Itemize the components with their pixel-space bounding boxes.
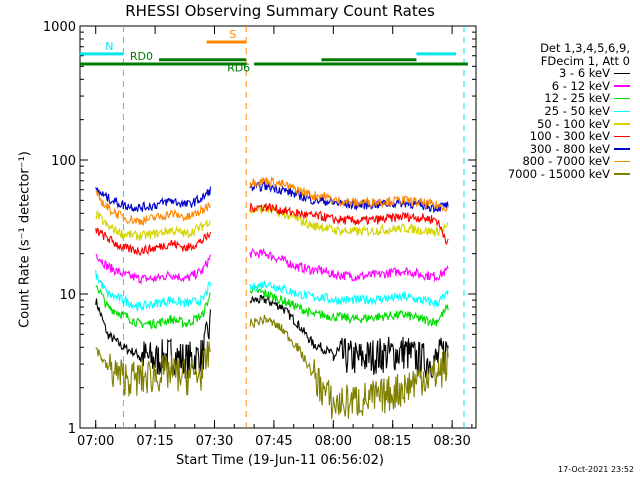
flag-label: RD0 xyxy=(130,50,153,63)
legend-swatch xyxy=(614,173,630,175)
plot-frame xyxy=(79,25,477,429)
y-tick-label: 1000 xyxy=(43,20,76,35)
legend-swatch xyxy=(614,135,630,138)
x-tick-label: 08:15 xyxy=(374,434,411,449)
series-line xyxy=(95,176,449,227)
legend-item: 25 - 50 keV xyxy=(480,105,630,118)
y-tick-label: 1 xyxy=(68,422,76,437)
series-line xyxy=(95,314,449,420)
legend-label: 7000 - 15000 keV xyxy=(507,166,610,181)
x-tick-label: 07:00 xyxy=(77,434,114,449)
flag-label: N xyxy=(105,40,113,53)
legend-label: 50 - 100 keV xyxy=(537,116,610,131)
legend-label: 300 - 800 keV xyxy=(529,141,610,156)
y-tick-label: 10 xyxy=(59,288,76,303)
legend-swatch xyxy=(614,72,630,75)
legend: Det 1,3,4,5,6,9, FDecim 1, Att 0 3 - 6 k… xyxy=(480,42,630,181)
legend-swatch xyxy=(614,110,630,113)
legend-label: 100 - 300 keV xyxy=(529,129,610,144)
legend-label: 3 - 6 keV xyxy=(559,66,610,81)
x-tick-label: 07:15 xyxy=(136,434,173,449)
series-line xyxy=(95,285,449,330)
x-tick-label: 07:30 xyxy=(196,434,233,449)
legend-label: 25 - 50 keV xyxy=(544,103,610,118)
legend-swatch xyxy=(614,85,630,87)
legend-header-line-1: Det 1,3,4,5,6,9, xyxy=(540,41,630,55)
legend-swatch xyxy=(614,148,630,150)
generation-timestamp: 17-Oct-2021 23:52 xyxy=(558,465,634,474)
legend-item: 3 - 6 keV xyxy=(480,67,630,80)
series-line xyxy=(95,270,449,312)
legend-swatch xyxy=(614,97,630,100)
legend-swatch xyxy=(614,160,630,163)
x-tick-label: 08:00 xyxy=(315,434,352,449)
flag-label: RD6 xyxy=(227,62,250,75)
y-axis-title: Count Rate (s⁻¹ detector⁻¹) xyxy=(17,151,33,328)
legend-item: 300 - 800 keV xyxy=(480,143,630,156)
x-tick-label: 08:30 xyxy=(433,434,470,449)
x-axis-title: Start Time (19-Jun-11 06:56:02) xyxy=(176,453,384,468)
legend-swatch xyxy=(614,123,630,125)
legend-item: 7000 - 15000 keV xyxy=(480,168,630,181)
series-line xyxy=(95,294,449,379)
chart-title: RHESSI Observing Summary Count Rates xyxy=(125,2,435,20)
legend-item: 100 - 300 keV xyxy=(480,130,630,143)
legend-header-line-2: FDecim 1, Att 0 xyxy=(540,53,630,68)
series-line xyxy=(95,247,449,286)
legend-label: 800 - 7000 keV xyxy=(522,154,610,169)
legend-item: 50 - 100 keV xyxy=(480,116,630,131)
legend-item: 800 - 7000 keV xyxy=(480,155,630,168)
y-tick-label: 100 xyxy=(51,154,76,169)
legend-label: 12 - 25 keV xyxy=(544,91,610,106)
series-line xyxy=(95,202,449,257)
legend-item: 12 - 25 keV xyxy=(480,92,630,105)
flag-label: S xyxy=(229,28,236,41)
legend-item: 6 - 12 keV xyxy=(480,80,630,93)
legend-label: 6 - 12 keV xyxy=(551,78,610,93)
x-tick-label: 07:45 xyxy=(255,434,292,449)
series-line xyxy=(95,179,449,214)
